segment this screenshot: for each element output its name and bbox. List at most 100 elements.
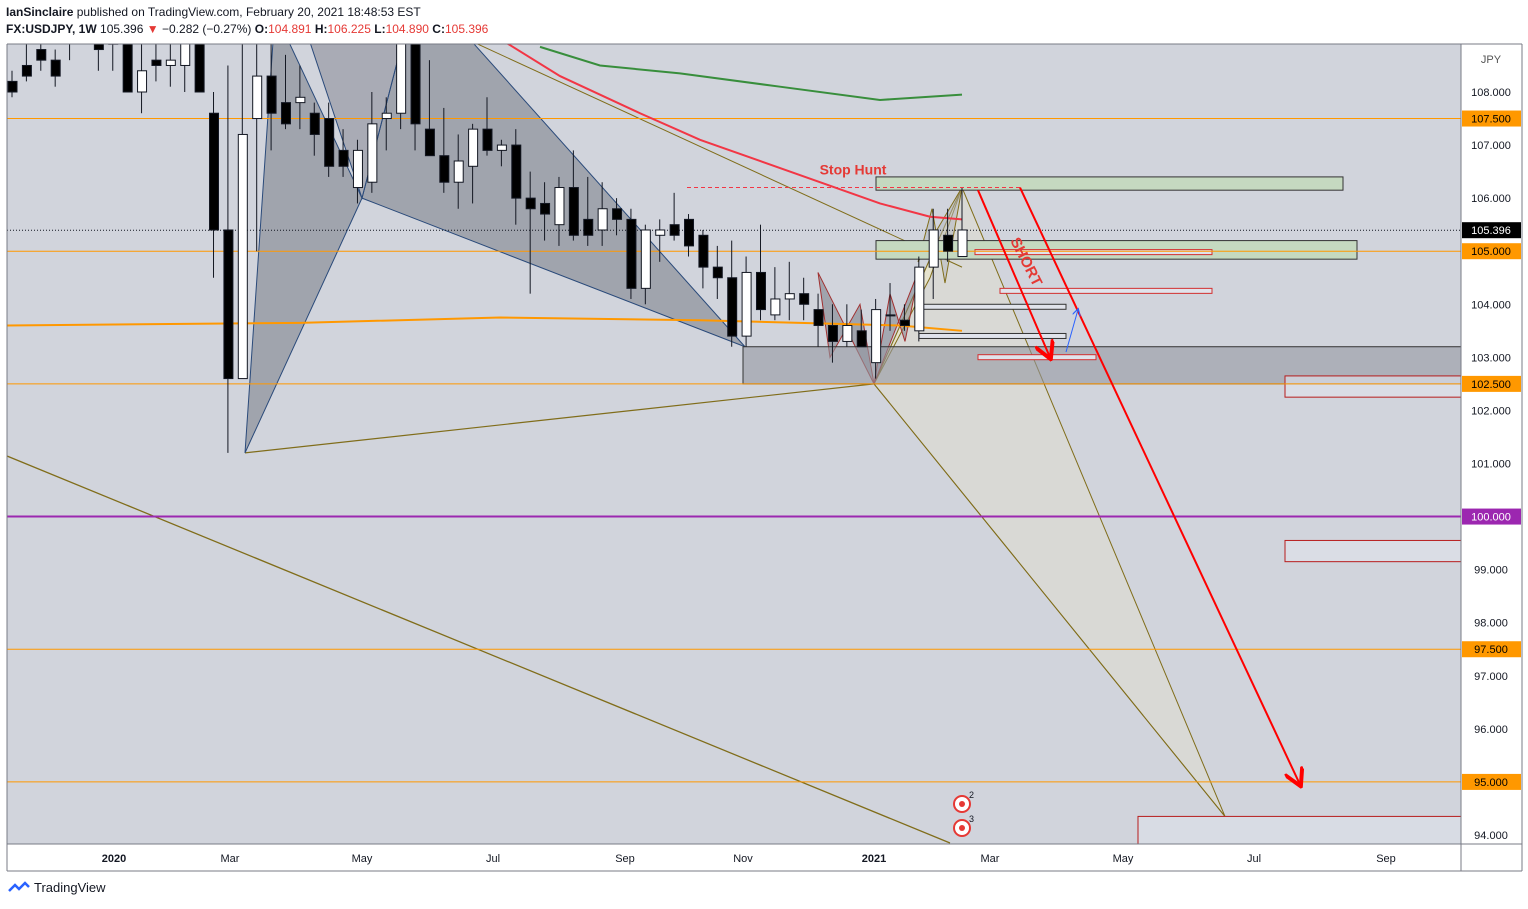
candle[interactable] [180, 18, 191, 92]
candle[interactable] [842, 304, 853, 347]
candle[interactable] [770, 267, 781, 321]
candle[interactable] [554, 176, 565, 246]
candle[interactable] [612, 198, 623, 236]
candle[interactable] [410, 0, 421, 151]
price-badge[interactable]: 97.500 [1462, 641, 1521, 658]
candle[interactable] [640, 224, 651, 305]
candle[interactable] [209, 92, 220, 278]
candle[interactable] [324, 102, 335, 177]
candle[interactable] [50, 49, 61, 87]
publisher-name[interactable]: IanSinclaire [6, 5, 74, 19]
candle[interactable] [871, 298, 882, 379]
target-box-94[interactable] [1137, 815, 1461, 876]
level-marker-4[interactable] [999, 287, 1213, 294]
candle[interactable] [396, 0, 407, 130]
price-badge-bg [1462, 641, 1521, 658]
candle[interactable] [93, 7, 104, 71]
level-marker-3[interactable] [977, 354, 1097, 361]
candle[interactable] [151, 39, 162, 82]
candle[interactable] [223, 65, 234, 453]
bounce-arrow[interactable] [1065, 310, 1078, 353]
price-badge[interactable]: 105.396 [1462, 222, 1521, 239]
candle[interactable] [338, 129, 349, 177]
candle[interactable] [252, 0, 263, 252]
short-arrow-2[interactable] [1019, 187, 1300, 785]
candle[interactable] [367, 92, 378, 193]
price-axis[interactable]: 108.000 107.000 106.000 105.000 104.000 103.0… [1462, 87, 1521, 842]
candle[interactable] [381, 97, 392, 151]
candle[interactable] [899, 304, 910, 331]
candle[interactable] [626, 208, 637, 299]
candle[interactable] [482, 97, 493, 156]
candle[interactable] [755, 224, 766, 321]
candle[interactable] [597, 182, 608, 246]
price-badge[interactable]: 100.000 [1462, 508, 1521, 525]
candle-body [770, 298, 781, 316]
price-badge[interactable]: 107.500 [1462, 110, 1521, 127]
candle[interactable] [496, 139, 507, 167]
candle[interactable] [295, 65, 306, 130]
target-box-99[interactable] [1284, 539, 1461, 563]
candle[interactable] [453, 134, 464, 209]
level-marker-2[interactable] [918, 332, 1067, 339]
candle[interactable] [583, 176, 594, 246]
candle[interactable] [957, 187, 968, 258]
candle[interactable] [928, 208, 939, 299]
candle[interactable] [827, 304, 838, 363]
candle[interactable] [122, 0, 133, 93]
projection-line[interactable] [873, 383, 1226, 817]
candle[interactable] [799, 277, 810, 321]
candle[interactable] [439, 107, 450, 193]
candle[interactable] [712, 245, 723, 299]
event-badge-2[interactable]: 3 [953, 814, 974, 837]
candle[interactable] [21, 44, 32, 82]
candle[interactable] [468, 123, 479, 204]
candle[interactable] [309, 102, 320, 156]
candle[interactable] [568, 150, 579, 241]
time-axis[interactable]: 2020 Mar May Jul Sep Nov 2021 Mar May Jul Sep [102, 853, 1396, 865]
last-price: 105.396 [100, 22, 144, 36]
resistance-trend-line[interactable] [455, 34, 963, 268]
candle[interactable] [784, 261, 795, 321]
event-badge-1[interactable]: 2 [953, 790, 974, 813]
price-badge[interactable]: 102.500 [1462, 375, 1521, 392]
candle[interactable] [266, 39, 277, 151]
candle[interactable] [943, 208, 954, 262]
price-badge[interactable]: 105.000 [1462, 243, 1521, 260]
candle[interactable] [698, 229, 709, 289]
supply-zone-top[interactable] [875, 176, 1344, 191]
candle[interactable] [165, 28, 176, 87]
candle[interactable] [669, 192, 680, 241]
ma-red[interactable] [400, 0, 963, 221]
level-marker-1[interactable] [918, 303, 1067, 310]
candle[interactable] [727, 240, 738, 347]
footer-brand[interactable]: TradingView [8, 880, 106, 895]
candle[interactable] [80, 12, 89, 39]
candle[interactable] [856, 309, 867, 348]
price-badge[interactable]: 95.000 [1462, 773, 1521, 790]
short-arrow-1[interactable] [977, 189, 1050, 357]
candle[interactable] [280, 54, 291, 130]
candle[interactable] [813, 293, 824, 347]
support-trend-line[interactable] [244, 383, 875, 454]
target-box-102[interactable] [1284, 375, 1461, 398]
candle[interactable] [137, 28, 148, 114]
candle[interactable] [741, 256, 752, 347]
candle[interactable] [7, 70, 18, 98]
candle[interactable] [684, 214, 695, 257]
candle[interactable] [914, 256, 925, 342]
candle[interactable] [511, 129, 522, 225]
candle[interactable] [655, 219, 666, 262]
candle[interactable] [424, 60, 435, 157]
level-marker-5[interactable] [974, 249, 1213, 256]
symbol-name[interactable]: FX:USDJPY, 1W [6, 22, 97, 36]
candle[interactable] [352, 139, 363, 204]
candle[interactable] [540, 182, 551, 241]
candle[interactable] [885, 283, 896, 331]
candle[interactable] [237, 0, 248, 380]
candle[interactable] [525, 171, 536, 294]
x-tick-label: 2021 [862, 853, 886, 865]
candle[interactable] [194, 0, 205, 93]
ma-green[interactable] [539, 45, 963, 101]
